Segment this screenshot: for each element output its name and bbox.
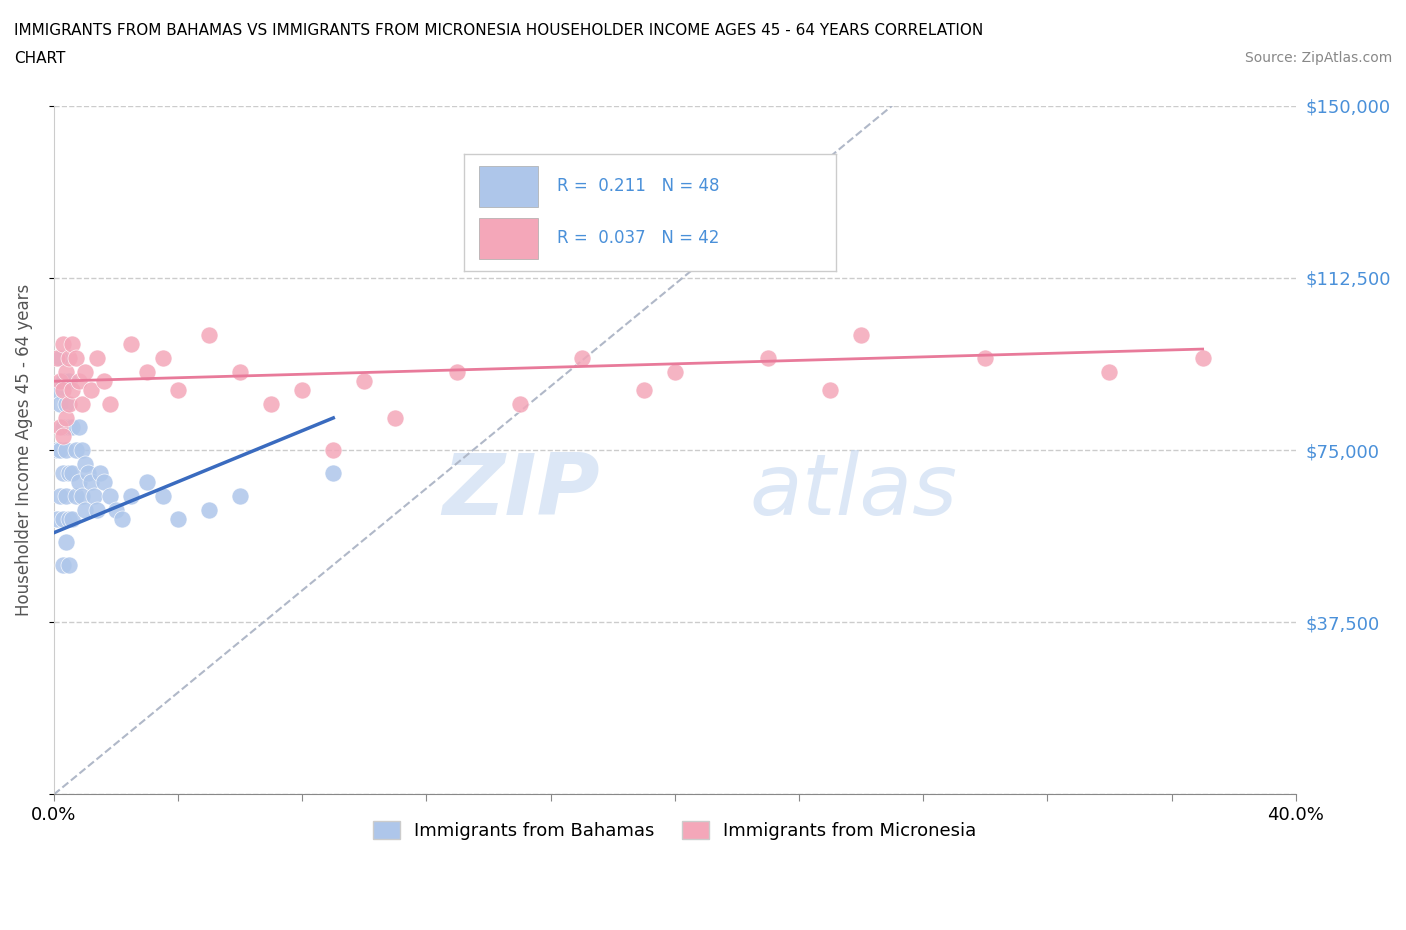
Point — [260, 397, 283, 412]
Point — [136, 475, 159, 490]
Point — [152, 351, 174, 365]
Point — [62, 512, 84, 526]
Point — [80, 475, 103, 490]
Point — [62, 337, 84, 352]
Point — [70, 488, 93, 503]
Point — [98, 397, 121, 412]
Point — [80, 383, 103, 398]
Point — [77, 466, 100, 481]
Point — [664, 365, 686, 379]
Point — [509, 397, 531, 412]
Point — [45, 351, 67, 365]
Point — [52, 374, 75, 389]
Point — [58, 557, 80, 572]
Point — [974, 351, 997, 365]
Point — [98, 488, 121, 503]
Point — [322, 466, 344, 481]
Point — [52, 557, 75, 572]
Point — [62, 466, 84, 481]
Point — [52, 466, 75, 481]
Point — [65, 443, 87, 458]
Point — [198, 502, 221, 517]
Point — [93, 374, 115, 389]
Point — [58, 374, 80, 389]
Point — [198, 328, 221, 343]
Point — [55, 397, 77, 412]
Point — [45, 443, 67, 458]
Point — [49, 419, 72, 434]
Text: IMMIGRANTS FROM BAHAMAS VS IMMIGRANTS FROM MICRONESIA HOUSEHOLDER INCOME AGES 45: IMMIGRANTS FROM BAHAMAS VS IMMIGRANTS FR… — [14, 23, 983, 38]
Text: ZIP: ZIP — [443, 450, 600, 533]
Point — [73, 502, 96, 517]
Point — [229, 365, 252, 379]
Point — [52, 429, 75, 444]
Legend: Immigrants from Bahamas, Immigrants from Micronesia: Immigrants from Bahamas, Immigrants from… — [366, 814, 984, 847]
Point — [49, 488, 72, 503]
Point — [70, 397, 93, 412]
Point — [73, 365, 96, 379]
Point — [58, 351, 80, 365]
Point — [52, 337, 75, 352]
Point — [67, 374, 90, 389]
Point — [65, 351, 87, 365]
Point — [55, 410, 77, 425]
Point — [52, 512, 75, 526]
Point — [152, 488, 174, 503]
Point — [86, 502, 108, 517]
Point — [571, 351, 593, 365]
Point — [58, 397, 80, 412]
Point — [58, 466, 80, 481]
Point — [58, 419, 80, 434]
Point — [229, 488, 252, 503]
Point — [55, 535, 77, 550]
Point — [73, 457, 96, 472]
Point — [52, 383, 75, 398]
Point — [120, 337, 142, 352]
Text: CHART: CHART — [14, 51, 66, 66]
Point — [1098, 365, 1121, 379]
Point — [104, 502, 127, 517]
Point — [633, 383, 655, 398]
Point — [49, 443, 72, 458]
Point — [756, 351, 779, 365]
Point — [62, 383, 84, 398]
Text: atlas: atlas — [749, 450, 957, 533]
Point — [58, 512, 80, 526]
Point — [384, 410, 406, 425]
Point — [49, 397, 72, 412]
Point — [67, 419, 90, 434]
Point — [167, 512, 190, 526]
Point — [120, 488, 142, 503]
Point — [93, 475, 115, 490]
Point — [849, 328, 872, 343]
Point — [446, 365, 468, 379]
Point — [49, 374, 72, 389]
Point — [55, 488, 77, 503]
Point — [65, 488, 87, 503]
Point — [70, 443, 93, 458]
Point — [45, 512, 67, 526]
Y-axis label: Householder Income Ages 45 - 64 years: Householder Income Ages 45 - 64 years — [15, 284, 32, 617]
Point — [291, 383, 314, 398]
Point — [818, 383, 841, 398]
Point — [167, 383, 190, 398]
Point — [45, 383, 67, 398]
Point — [67, 475, 90, 490]
Point — [322, 443, 344, 458]
Point — [86, 351, 108, 365]
Point — [83, 488, 105, 503]
Point — [353, 374, 375, 389]
Point — [55, 365, 77, 379]
Text: Source: ZipAtlas.com: Source: ZipAtlas.com — [1244, 51, 1392, 65]
Point — [89, 466, 111, 481]
Point — [52, 419, 75, 434]
Point — [111, 512, 134, 526]
Point — [136, 365, 159, 379]
Point — [62, 419, 84, 434]
Point — [55, 443, 77, 458]
Point — [49, 351, 72, 365]
Point — [1191, 351, 1213, 365]
